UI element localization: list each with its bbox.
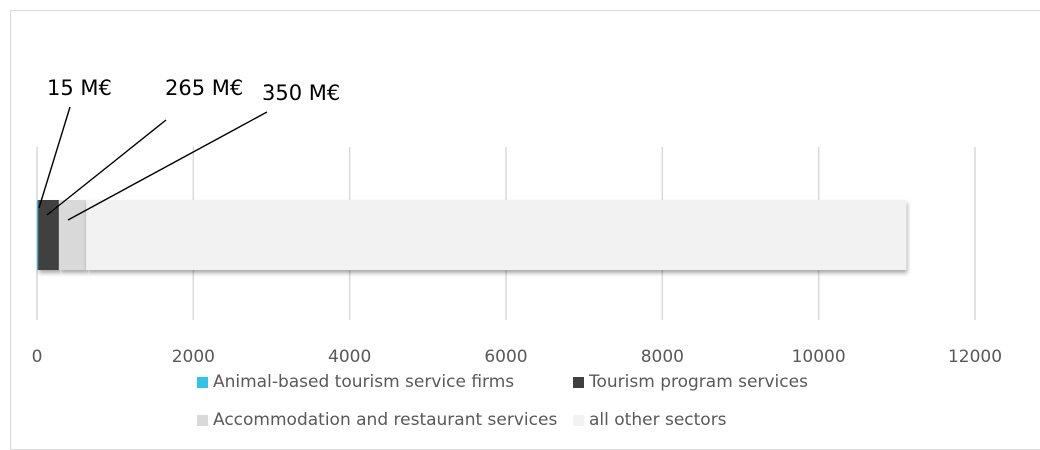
x-tick-label-4000: 4000 <box>328 347 371 367</box>
x-tick-label-6000: 6000 <box>484 347 527 367</box>
x-tick-label-12000: 12000 <box>948 347 1002 367</box>
legend-label: Tourism program services <box>589 372 808 392</box>
legend-label: Animal-based tourism service firms <box>213 372 515 392</box>
x-tick-label-0: 0 <box>32 347 43 367</box>
bar-segment-4 <box>86 200 907 270</box>
x-tick-label-8000: 8000 <box>641 347 684 367</box>
data-label-2: 265 M€ <box>165 76 243 100</box>
leader-line-2 <box>46 119 167 216</box>
legend-item-3: Accommodation and restaurant services <box>197 410 557 430</box>
leader-line-3 <box>67 111 268 221</box>
legend-swatch-icon <box>197 414 208 426</box>
leader-line-1 <box>38 106 71 209</box>
stacked-bar-chart: 0 2000 4000 6000 8000 10000 12000 15 M€ 265 M€ 3… <box>32 76 1002 367</box>
legend-swatch-icon <box>573 414 584 426</box>
bar-segment-3 <box>58 200 87 270</box>
legend-item-1: Animal-based tourism service firms <box>197 372 514 392</box>
legend-swatch-icon <box>573 376 584 388</box>
legend-item-4: all other sectors <box>573 410 727 430</box>
legend-label: all other sectors <box>589 410 727 430</box>
data-label-1: 15 M€ <box>47 76 112 100</box>
data-label-3: 350 M€ <box>262 81 340 105</box>
bar-segment-1 <box>37 200 39 270</box>
legend-item-2: Tourism program services <box>573 372 808 392</box>
legend-label: Accommodation and restaurant services <box>213 410 558 430</box>
x-tick-label-10000: 10000 <box>792 347 846 367</box>
x-tick-label-2000: 2000 <box>172 347 215 367</box>
legend-swatch-icon <box>197 376 208 388</box>
bar-segment-2 <box>38 200 59 270</box>
